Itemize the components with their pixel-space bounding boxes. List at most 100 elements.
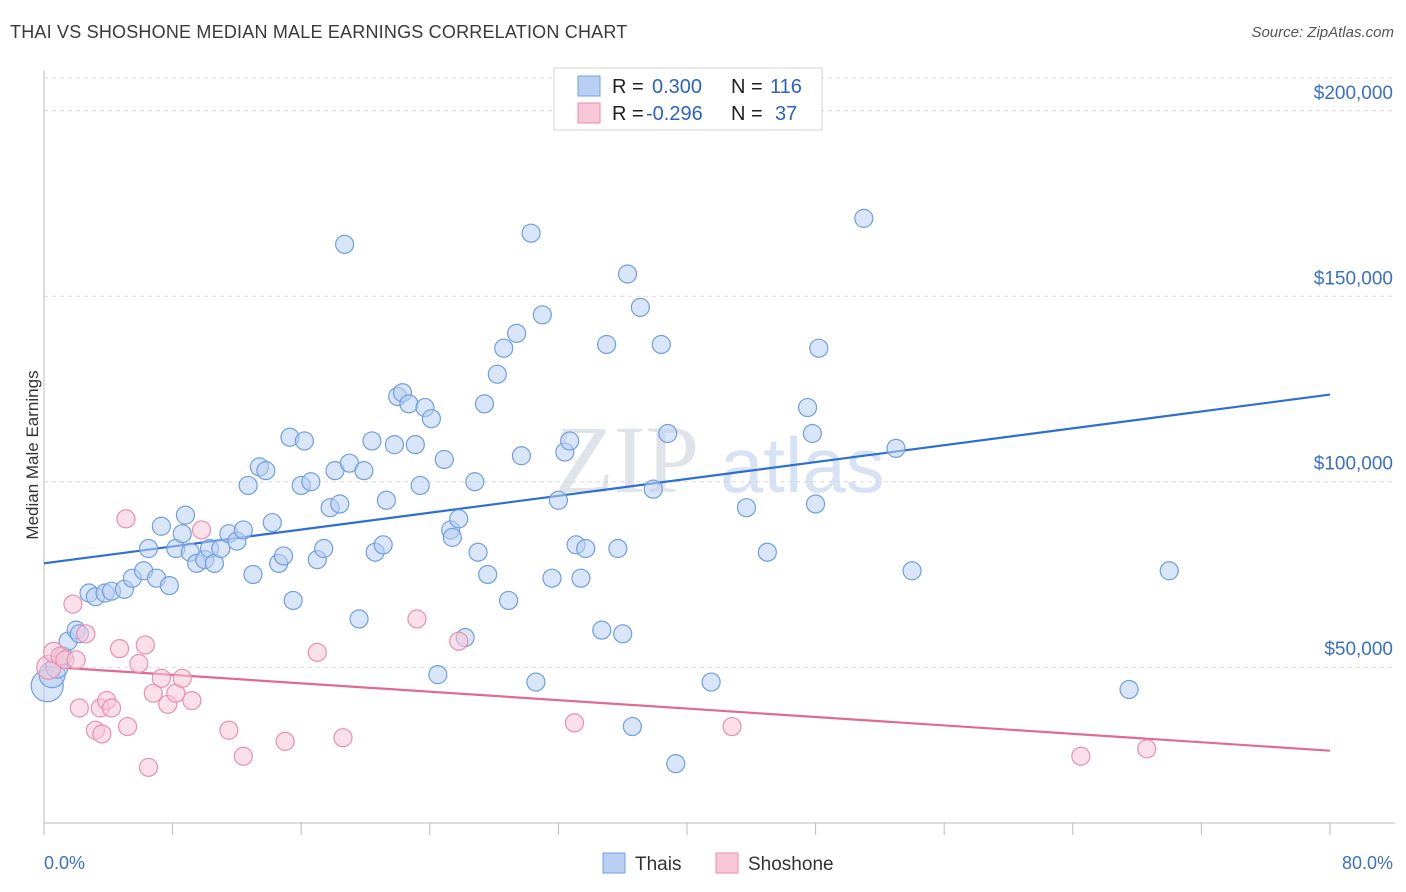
shoshone-trend-line <box>43 665 1331 752</box>
shoshone-point-7 <box>76 624 96 644</box>
thais-point-89 <box>597 334 617 355</box>
thais-point-106 <box>854 208 874 228</box>
thais-point-101 <box>757 542 777 562</box>
thais-trend-line <box>43 393 1331 565</box>
trend-lines <box>43 393 1331 752</box>
shoshone-point-27 <box>233 746 253 766</box>
thais-point-49 <box>349 609 369 629</box>
watermark-zip: ZIP <box>555 406 699 513</box>
shoshone-point-34 <box>722 716 742 737</box>
thais-point-90 <box>608 538 628 559</box>
thais-point-95 <box>643 479 663 499</box>
thais-point-43 <box>314 538 334 559</box>
y-tick-labels: $50,000 $100,000 $150,000 $200,000 <box>1314 83 1393 660</box>
shoshone-point-23 <box>172 668 192 688</box>
thais-point-91 <box>613 624 633 644</box>
legend-swatch-thais <box>577 75 601 97</box>
thais-point-30 <box>238 475 258 496</box>
thais-point-46 <box>330 494 350 514</box>
thais-point-20 <box>175 505 196 525</box>
thais-point-33 <box>256 461 276 481</box>
shoshone-point-5 <box>66 650 86 670</box>
thais-point-87 <box>576 538 596 559</box>
legend-swatch-shoshone <box>577 102 601 124</box>
thais-point-93 <box>622 716 642 737</box>
thais-point-29 <box>233 520 253 540</box>
thais-point-77 <box>511 446 532 466</box>
thais-point-71 <box>474 394 495 414</box>
thais-point-75 <box>498 590 519 611</box>
thais-point-38 <box>283 590 303 611</box>
shoshone-point-35 <box>1071 746 1091 766</box>
x-tick-label-min: 0.0% <box>44 853 85 873</box>
thais-point-72 <box>478 564 498 585</box>
shoshone-point-28 <box>275 731 295 751</box>
thais-point-69 <box>465 472 485 492</box>
bottom-legend-label-thais: Thais <box>635 854 681 875</box>
thais-point-47 <box>335 234 355 254</box>
data-points <box>30 208 1179 777</box>
legend-r-value-shoshone: -0.296 <box>646 103 703 125</box>
thais-point-96 <box>651 334 671 355</box>
shoshone-point-25 <box>191 520 212 540</box>
thais-point-60 <box>410 475 430 496</box>
shoshone-point-13 <box>109 639 130 659</box>
shoshone-point-12 <box>101 698 122 718</box>
shoshone-point-14 <box>116 509 136 529</box>
thais-point-86 <box>571 568 591 588</box>
x-tick-label-max: 80.0% <box>1342 853 1393 873</box>
thais-point-70 <box>468 542 488 562</box>
thais-point-98 <box>666 754 686 774</box>
thais-point-104 <box>805 494 826 514</box>
thais-point-62 <box>421 409 442 429</box>
thais-point-54 <box>376 490 396 510</box>
shoshone-point-29 <box>307 642 327 662</box>
shoshone-point-18 <box>138 757 159 777</box>
thais-point-51 <box>362 431 382 451</box>
shoshone-point-20 <box>151 668 171 688</box>
shoshone-point-31 <box>407 609 427 629</box>
thais-point-36 <box>273 546 294 566</box>
shoshone-point-6 <box>69 698 89 718</box>
thais-point-74 <box>494 338 514 358</box>
shoshone-point-10 <box>92 724 112 744</box>
legend-r-label-shoshone: R = <box>612 103 644 125</box>
legend-n-value-shoshone: 37 <box>775 103 797 125</box>
thais-point-81 <box>542 568 562 588</box>
thais-point-84 <box>560 431 580 451</box>
legend-n-label-thais: N = <box>731 76 763 98</box>
thais-point-41 <box>301 472 321 492</box>
legend: R = 0.300 N = 116 R = -0.296 N = 37 <box>553 67 823 131</box>
thais-point-105 <box>809 338 829 358</box>
shoshone-point-4 <box>63 594 83 614</box>
axes <box>43 70 1395 835</box>
y-axis-label: Median Male Earnings <box>23 370 42 539</box>
bottom-legend: Thais Shoshone <box>602 852 834 875</box>
thais-point-79 <box>526 672 546 692</box>
bottom-legend-label-shoshone: Shoshone <box>748 854 834 875</box>
legend-r-value-thais: 0.300 <box>652 76 702 98</box>
thais-point-53 <box>373 535 393 555</box>
bottom-legend-swatch-thais <box>602 852 626 874</box>
y-tick-label-2: $150,000 <box>1314 268 1393 289</box>
shoshone-point-15 <box>117 716 138 737</box>
thais-point-26 <box>211 538 231 559</box>
thais-point-50 <box>354 461 374 481</box>
thais-point-66 <box>442 527 462 547</box>
shoshone-point-26 <box>219 720 239 740</box>
thais-point-109 <box>1119 679 1139 700</box>
shoshone-point-19 <box>143 683 163 703</box>
legend-r-label-thais: R = <box>612 76 644 98</box>
thais-point-92 <box>617 264 638 284</box>
thais-point-78 <box>521 223 541 243</box>
thais-point-107 <box>886 438 906 458</box>
thais-point-97 <box>658 423 678 444</box>
thais-point-73 <box>487 364 507 384</box>
thais-point-108 <box>902 561 922 581</box>
shoshone-point-32 <box>449 631 469 651</box>
thais-point-31 <box>243 564 263 585</box>
thais-point-110 <box>1159 561 1179 581</box>
source-label: Source: ZipAtlas.com <box>1251 24 1394 41</box>
watermark-atlas: atlas <box>720 421 885 509</box>
